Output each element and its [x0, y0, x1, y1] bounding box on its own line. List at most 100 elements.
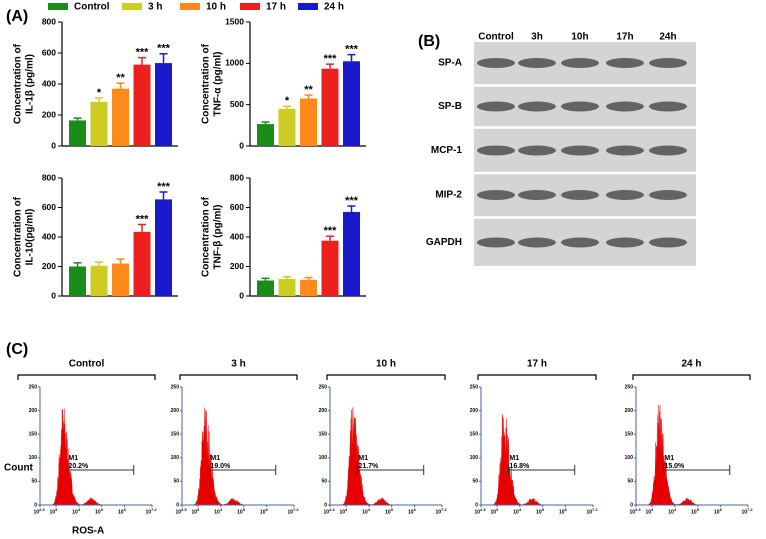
- y-tick-label: 150: [319, 432, 328, 438]
- y-tick-label: 0: [176, 502, 179, 508]
- title-bracket: [179, 374, 298, 380]
- blot-column-label: 3h: [531, 32, 543, 43]
- x-tick-exponent: 5: [542, 507, 545, 512]
- y-tick-label: 500: [230, 99, 244, 109]
- y-tick-label: 800: [42, 16, 56, 26]
- x-tick-exponent: 2.3: [635, 507, 641, 512]
- x-tick-exponent: 6: [720, 507, 723, 512]
- blot-column-label: 10h: [571, 32, 588, 43]
- x-axis-label: ROS-A: [72, 526, 104, 537]
- x-tick-label: 10: [287, 509, 293, 515]
- bar: [155, 199, 172, 296]
- x-tick-exponent: 7.2: [592, 507, 598, 512]
- y-axis-label: Count: [4, 463, 34, 474]
- significance: ***: [136, 47, 150, 59]
- bar: [133, 64, 151, 146]
- blot-row-label: SP-B: [438, 101, 462, 112]
- y-tick-label: 150: [470, 432, 479, 438]
- y-tick-label: 50: [31, 479, 37, 485]
- y-tick-label: 200: [625, 408, 634, 414]
- blot-band: [561, 101, 599, 112]
- gate-percent: 15.0%: [664, 463, 685, 470]
- bar: [112, 88, 129, 146]
- histogram: [40, 408, 111, 506]
- x-tick-exponent: 4: [368, 507, 371, 512]
- x-tick-label: 10: [145, 509, 151, 515]
- x-tick-exponent: 5: [391, 507, 394, 512]
- bar: [257, 280, 274, 296]
- y-tick-label: 200: [29, 408, 38, 414]
- bar: [343, 61, 360, 147]
- y-tick-label: 0: [239, 140, 244, 150]
- x-tick-label: 10: [175, 509, 181, 515]
- y-tick-label: 600: [42, 47, 56, 57]
- y-tick-label: 50: [472, 479, 478, 485]
- blot-band: [518, 190, 556, 200]
- legend-label: 17 h: [266, 2, 286, 13]
- legend-swatch: [122, 3, 142, 10]
- blot-band: [518, 145, 556, 156]
- x-tick-exponent: 5: [243, 507, 246, 512]
- gate-percent: 20.2%: [68, 463, 89, 470]
- x-tick-label: 10: [668, 509, 674, 515]
- x-tick-label: 10: [72, 509, 78, 515]
- x-tick-label: 10: [513, 509, 519, 515]
- y-tick-label: 0: [51, 140, 56, 150]
- blot-column-label: Control: [478, 32, 514, 43]
- y-tick-label: 100: [625, 455, 634, 461]
- blot-row-label: MIP-2: [435, 190, 462, 201]
- y-tick-label: 100: [470, 455, 479, 461]
- x-tick-label: 10: [362, 509, 368, 515]
- blot-row-label: GAPDH: [426, 237, 462, 248]
- y-tick-label: 50: [627, 479, 633, 485]
- blot-band: [561, 145, 599, 156]
- blot-column-label: 24h: [659, 32, 676, 43]
- x-tick-label: 10: [714, 509, 720, 515]
- y-tick-label: 800: [230, 172, 244, 182]
- y-axis-label: Concentration of: [201, 196, 212, 277]
- x-tick-exponent: 3: [197, 507, 200, 512]
- blot-band: [518, 101, 556, 112]
- blot-band: [606, 145, 644, 156]
- panel-title: 24 h: [681, 359, 701, 370]
- blot-band: [477, 101, 515, 112]
- x-tick-label: 10: [49, 509, 55, 515]
- x-tick-label: 10: [629, 509, 635, 515]
- y-tick-label: 0: [239, 290, 244, 300]
- blot-band: [477, 237, 515, 248]
- blot-band: [518, 237, 556, 248]
- significance: *: [97, 87, 102, 99]
- blot-band: [477, 145, 515, 156]
- blot-band: [649, 237, 687, 248]
- title-bracket: [632, 374, 751, 380]
- legend-swatch: [240, 3, 260, 10]
- blot-column-label: 17h: [616, 32, 633, 43]
- significance: ***: [157, 43, 171, 55]
- blot-band: [649, 145, 687, 156]
- y-tick-label: 250: [470, 384, 479, 390]
- x-tick-label: 10: [474, 509, 480, 515]
- x-tick-label: 10: [490, 509, 496, 515]
- x-tick-label: 10: [536, 509, 542, 515]
- legend-swatch: [48, 3, 68, 10]
- significance: *: [285, 95, 290, 107]
- significance: ***: [345, 44, 359, 56]
- panel-title: 10 h: [376, 359, 396, 370]
- x-tick-exponent: 2.3: [329, 507, 335, 512]
- x-tick-exponent: 6: [414, 507, 417, 512]
- significance: ***: [345, 195, 359, 207]
- blot-band: [606, 237, 644, 248]
- blot-band: [606, 190, 644, 200]
- x-tick-exponent: 5: [697, 507, 700, 512]
- title-bracket: [477, 374, 597, 380]
- y-tick-label: 250: [29, 384, 38, 390]
- y-tick-label: 200: [42, 109, 56, 119]
- bar: [257, 124, 274, 146]
- bar: [321, 68, 339, 146]
- x-tick-label: 10: [339, 509, 345, 515]
- legend-swatch: [298, 3, 318, 10]
- bar: [90, 265, 108, 296]
- x-tick-label: 10: [323, 509, 329, 515]
- y-tick-label: 1500: [225, 16, 244, 26]
